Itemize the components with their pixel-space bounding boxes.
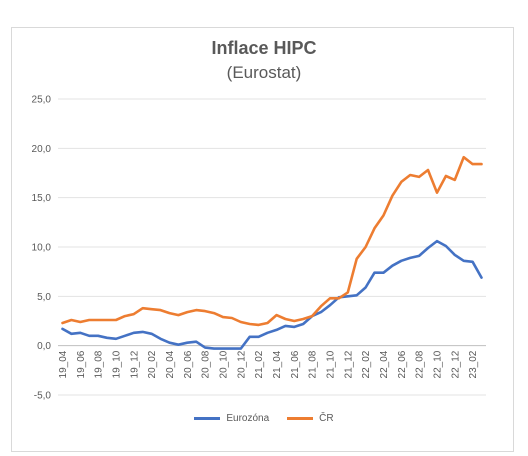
x-tick-label: 22_10 [432, 350, 443, 378]
x-tick-label: 19_04 [58, 350, 69, 378]
series-line-cr [61, 155, 483, 327]
x-tick-label: 23_02 [468, 350, 479, 378]
x-tick-label: 20_04 [165, 350, 176, 378]
y-tick-label: 0,0 [37, 341, 51, 352]
series-line-eurozona [61, 239, 483, 350]
legend-swatch-eurozona [194, 417, 221, 420]
x-tick-label: 22_02 [361, 350, 372, 378]
x-tick-label: 20_10 [218, 350, 229, 378]
x-tick-label: 21_10 [325, 350, 336, 378]
x-tick-label: 20_12 [236, 350, 247, 378]
legend-label-eurozona: Eurozóna [226, 413, 270, 424]
x-tick-label: 22_06 [397, 350, 408, 378]
x-tick-label: 19_08 [94, 350, 105, 378]
y-tick-label: 15,0 [32, 193, 52, 204]
x-tick-label: 22_12 [450, 350, 461, 378]
y-tick-label: 10,0 [32, 243, 52, 254]
x-tick-label: 21_02 [254, 350, 265, 378]
y-tick-label: 25,0 [32, 95, 52, 106]
y-tick-label: -5,0 [34, 391, 52, 402]
legend-item-eurozona: Eurozóna [194, 413, 269, 424]
x-tick-label: 19_12 [129, 350, 140, 378]
chart-title: Inflace HIPC [211, 38, 317, 58]
x-tick-label: 19_10 [111, 350, 122, 378]
chart-area [11, 27, 514, 452]
x-tick-label: 21_04 [272, 350, 283, 378]
legend: Eurozóna ČR [0, 413, 528, 424]
chart-subtitle: (Eurostat) [226, 63, 302, 82]
y-tick-label: 5,0 [37, 292, 51, 303]
x-tick-label: 22_08 [415, 350, 426, 378]
y-tick-label: 20,0 [32, 144, 52, 155]
x-tick-label: 21_08 [308, 350, 319, 378]
x-tick-label: 22_04 [379, 350, 390, 378]
x-tick-label: 21_12 [343, 350, 354, 378]
legend-swatch-cr [287, 417, 314, 420]
legend-label-cr: ČR [319, 413, 334, 424]
x-tick-label: 20_08 [201, 350, 212, 378]
legend-item-cr: ČR [287, 413, 334, 424]
x-tick-label: 20_06 [183, 350, 194, 378]
x-tick-label: 20_02 [147, 350, 158, 378]
x-tick-label: 21_06 [290, 350, 301, 378]
x-tick-label: 19_06 [76, 350, 87, 378]
